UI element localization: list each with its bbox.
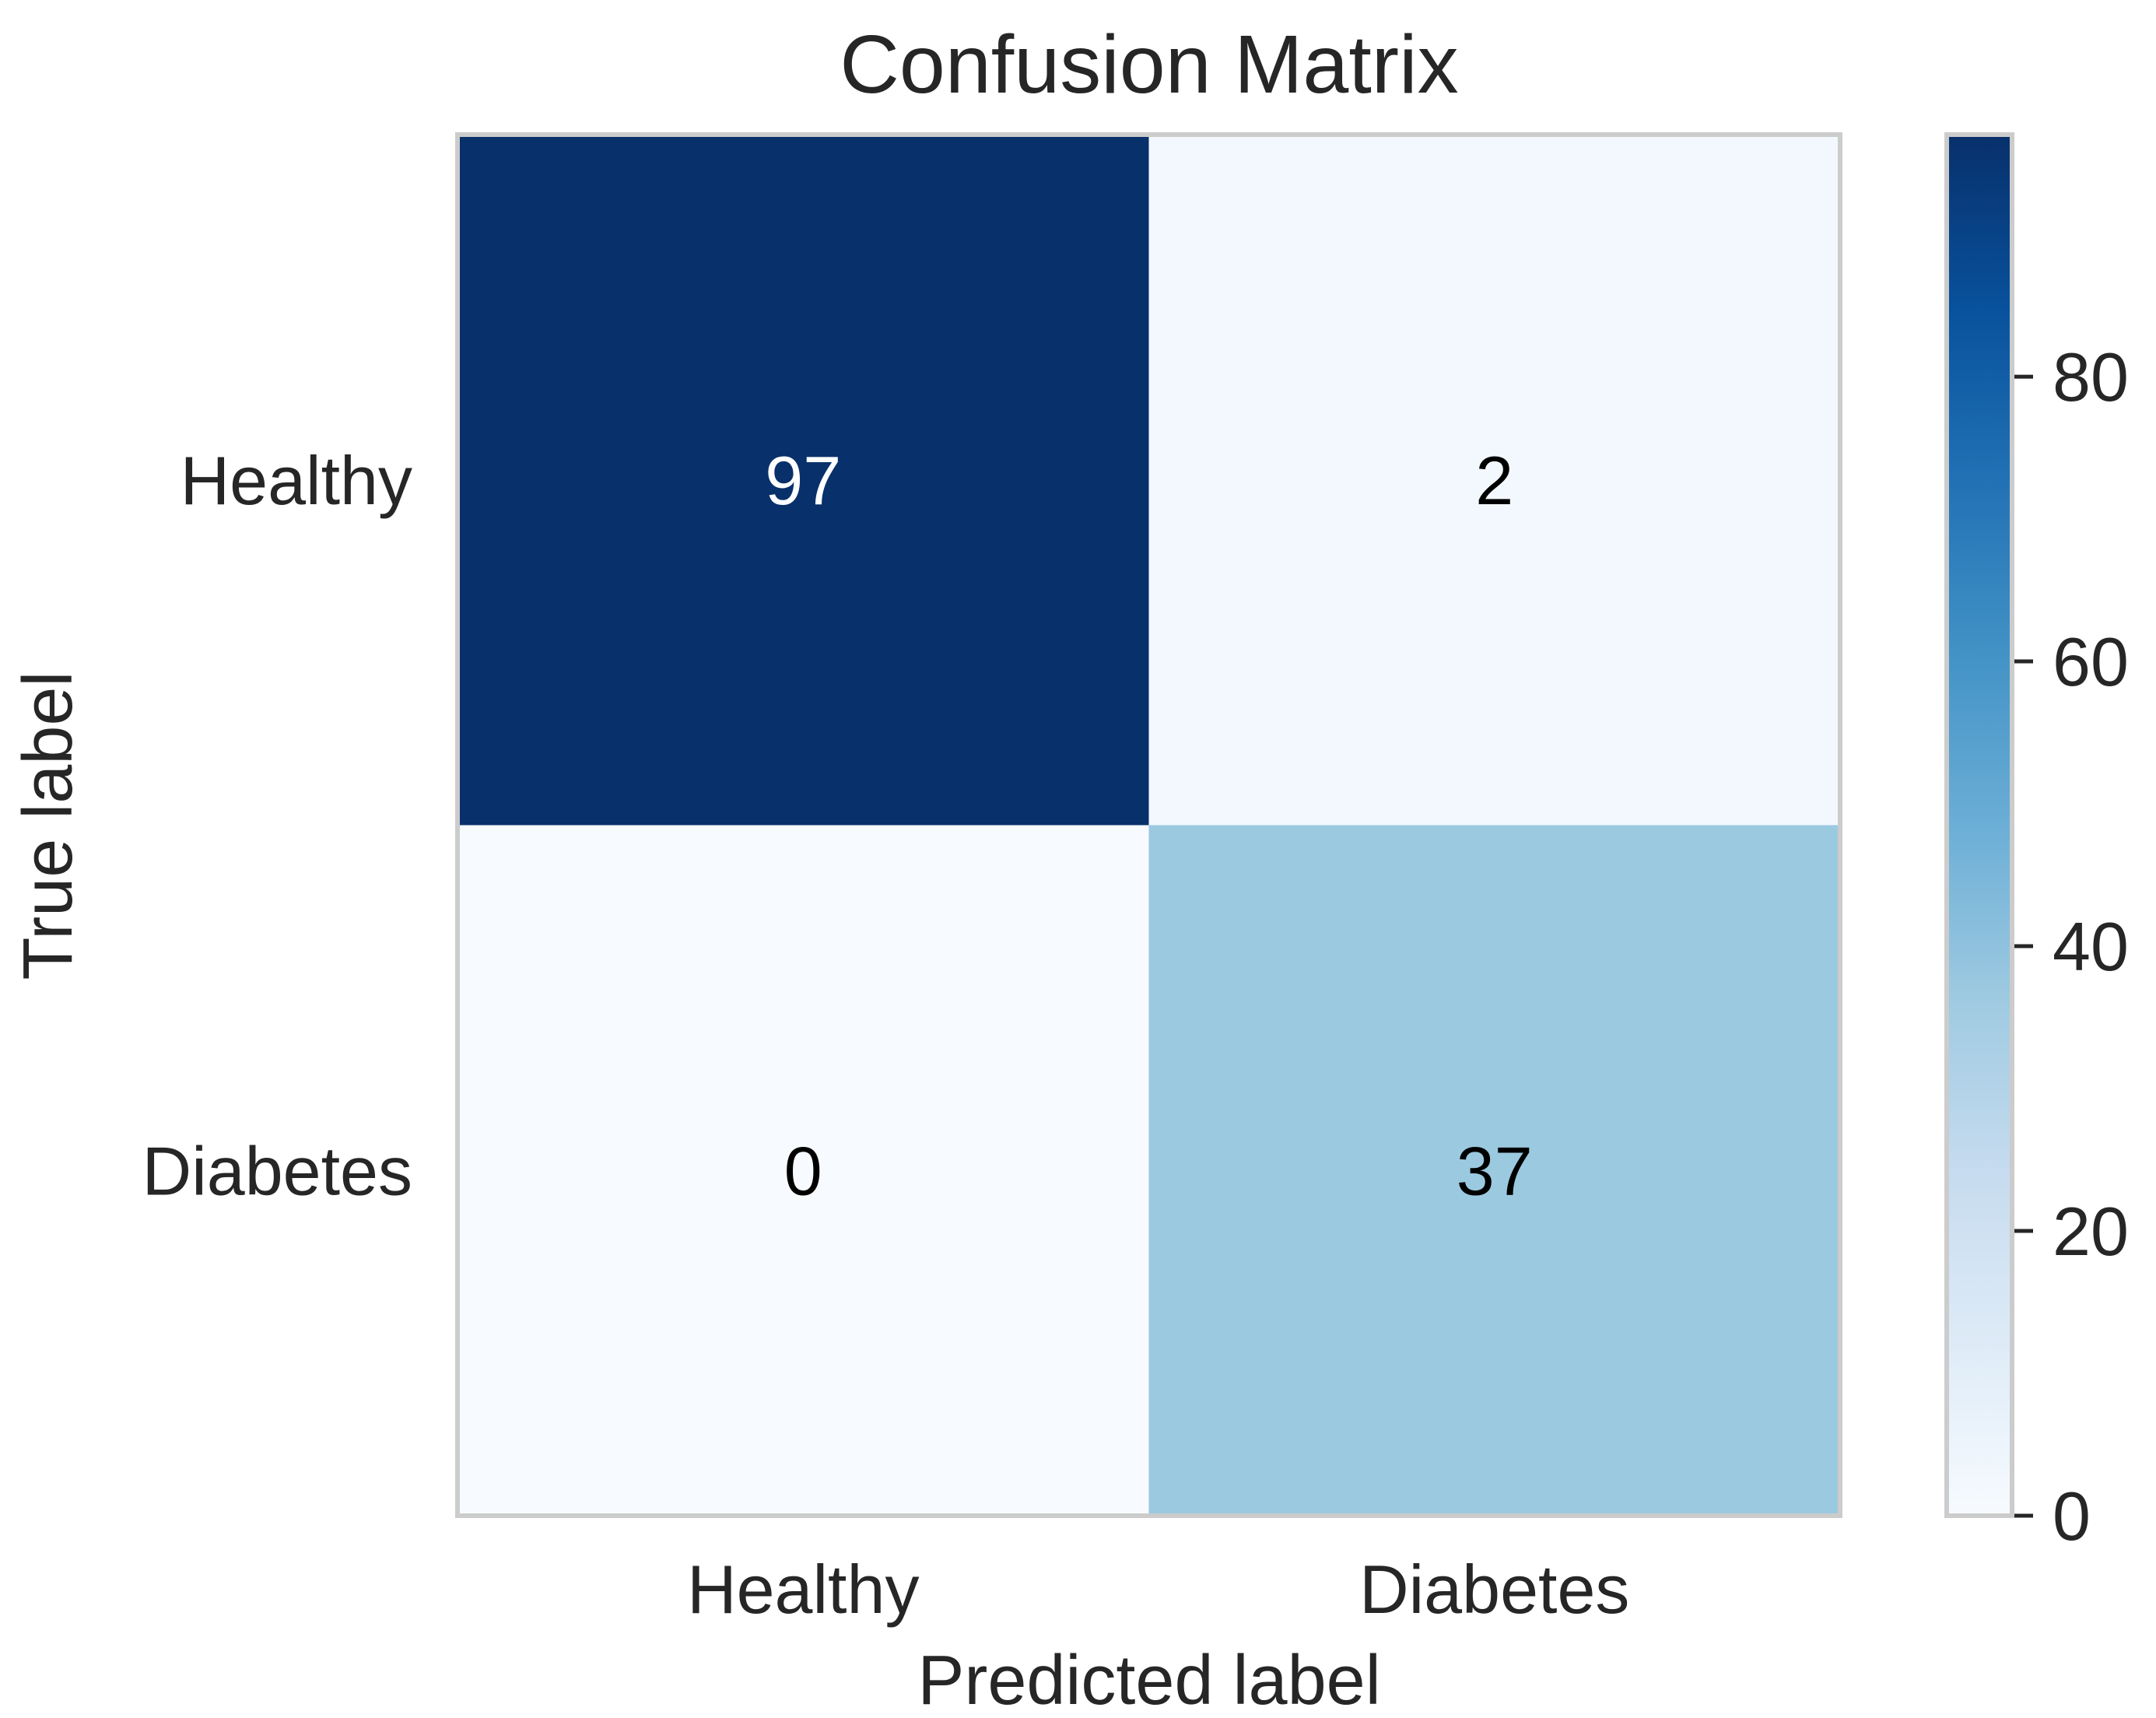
colorbar-frame bbox=[1944, 132, 2014, 1518]
x-tick-label: Diabetes bbox=[1359, 1551, 1629, 1628]
y-tick-label: Diabetes bbox=[142, 1132, 412, 1209]
heatmap-cell bbox=[457, 825, 1149, 1516]
colorbar-gradient bbox=[1947, 135, 2012, 1516]
cell-value-label: 2 bbox=[1475, 442, 1513, 519]
y-axis-label: True label bbox=[9, 671, 87, 980]
heatmap-cell bbox=[1148, 135, 1841, 826]
x-tick-labels: Healthy Diabetes bbox=[687, 1551, 1629, 1628]
colorbar-tick-label: 40 bbox=[2053, 908, 2129, 985]
colorbar-tick-label: 20 bbox=[2053, 1193, 2129, 1270]
x-axis-label: Predicted label bbox=[917, 1642, 1380, 1718]
cell-value-labels: 97 2 0 37 bbox=[765, 442, 1532, 1210]
cell-value-label: 97 bbox=[765, 442, 841, 519]
plot-frame bbox=[455, 132, 1842, 1518]
colorbar-ticks: 0 20 40 60 80 bbox=[2014, 338, 2129, 1555]
colorbar: 0 20 40 60 80 bbox=[1944, 132, 2129, 1555]
x-tick-label: Healthy bbox=[687, 1551, 919, 1628]
y-tick-labels: Healthy Diabetes bbox=[142, 442, 412, 1210]
colorbar-tick-label: 60 bbox=[2053, 623, 2129, 700]
heatmap-cell bbox=[1148, 825, 1841, 1516]
chart-title: Confusion Matrix bbox=[840, 19, 1458, 110]
cell-value-label: 37 bbox=[1457, 1132, 1533, 1209]
colorbar-tick-label: 0 bbox=[2053, 1478, 2091, 1555]
y-tick-label: Healthy bbox=[181, 442, 412, 519]
heatmap-cells bbox=[457, 135, 1841, 1516]
colorbar-tick-label: 80 bbox=[2053, 338, 2129, 415]
cell-value-label: 0 bbox=[784, 1132, 822, 1209]
heatmap-cell bbox=[457, 135, 1149, 826]
